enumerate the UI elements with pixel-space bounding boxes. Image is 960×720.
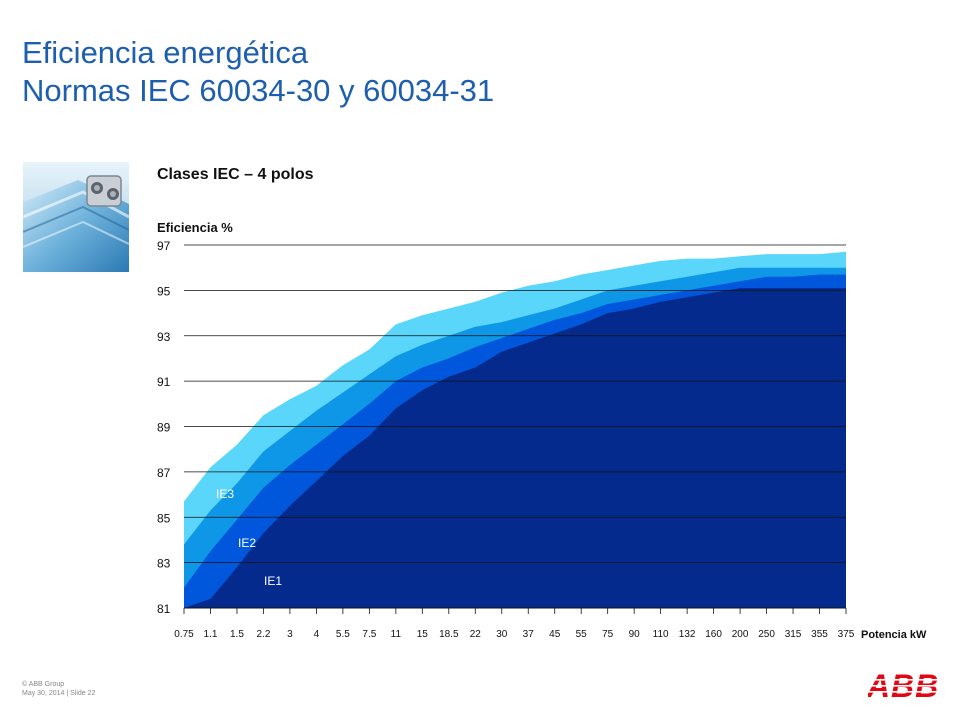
footer-date: May 30, 2014 | Slide 22 — [22, 690, 96, 697]
x-tick-layer: 0.75 1.1 1.5 2.2 3 4 5.5 7.5 11 15 18.5 22 30 37 45 55 7… — [174, 607, 855, 640]
x-tick-label: 355 — [811, 629, 828, 640]
title-line-2: Normas IEC 60034-30 y 60034-31 — [22, 73, 495, 108]
y-tick-label: 81 — [157, 602, 171, 616]
x-tick-label: 375 — [838, 629, 855, 640]
footer-copyright: © ABB Group — [22, 681, 65, 688]
chart-title: Clases IEC – 4 polos — [157, 166, 314, 183]
x-tick-label: 315 — [785, 629, 802, 640]
x-tick-label: 2.2 — [256, 629, 270, 640]
x-tick-label: 7.5 — [362, 629, 376, 640]
x-tick-label: 90 — [629, 629, 641, 640]
area-layer — [184, 251, 846, 609]
x-tick-label: 4 — [314, 629, 320, 640]
series-label-ie1: IE1 — [264, 574, 282, 588]
y-tick-layer: 97 95 93 91 89 87 85 83 81 — [157, 239, 171, 616]
x-tick-label: 55 — [576, 629, 588, 640]
x-tick-label: 45 — [549, 629, 561, 640]
y-tick-label: 89 — [157, 421, 171, 435]
x-tick-label: 18.5 — [439, 629, 459, 640]
y-tick-label: 97 — [157, 239, 171, 253]
y-axis-label: Eficiencia % — [157, 220, 233, 235]
x-tick-label: 3 — [287, 629, 293, 640]
series-area-ie1 — [184, 288, 846, 608]
series-label-ie2: IE2 — [238, 536, 256, 550]
x-tick-label: 15 — [417, 629, 429, 640]
abb-logo: ABB — [866, 668, 938, 704]
x-axis-label: Potencia kW — [861, 629, 927, 641]
motor-photo-icon — [23, 162, 129, 272]
y-tick-label: 85 — [157, 511, 171, 525]
x-tick-label: 160 — [705, 629, 722, 640]
x-tick-label: 5.5 — [336, 629, 350, 640]
series-label-layer: IE4 IE3 IE2 IE1 — [194, 437, 282, 588]
x-tick-label: 0.75 — [174, 629, 194, 640]
series-label-ie3: IE3 — [216, 487, 234, 501]
slide-title: Eficiencia energética Normas IEC 60034-3… — [22, 34, 494, 110]
x-tick-label: 250 — [758, 629, 775, 640]
title-line-1: Eficiencia energética — [22, 35, 309, 70]
y-tick-label: 95 — [157, 284, 171, 298]
y-tick-label: 83 — [157, 557, 171, 571]
y-tick-label: 93 — [157, 330, 171, 344]
grid-layer — [184, 244, 846, 609]
x-tick-label: 1.1 — [204, 629, 218, 640]
y-tick-label: 91 — [157, 375, 171, 389]
x-tick-label: 110 — [653, 629, 669, 640]
x-tick-label: 132 — [679, 629, 696, 640]
x-tick-label: 75 — [602, 629, 614, 640]
footer: © ABB Group May 30, 2014 | Slide 22 — [22, 680, 95, 698]
series-label-ie4: IE4 — [194, 437, 212, 451]
x-tick-label: 30 — [496, 629, 508, 640]
y-tick-label: 87 — [157, 466, 171, 480]
x-tick-label: 11 — [391, 629, 402, 640]
x-tick-label: 1.5 — [230, 629, 244, 640]
x-tick-label: 37 — [523, 629, 535, 640]
x-tick-label: 200 — [732, 629, 749, 640]
x-tick-label: 22 — [470, 629, 482, 640]
